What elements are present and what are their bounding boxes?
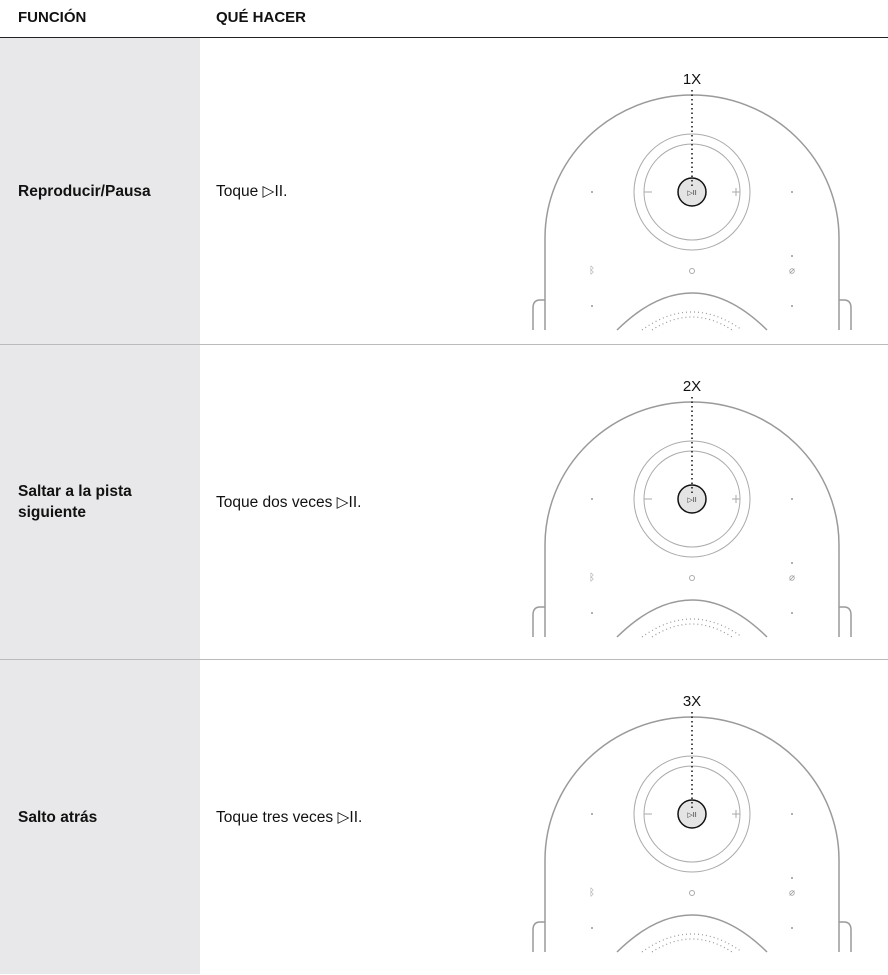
function-text: Reproducir/Pausa [18, 182, 151, 200]
dot [791, 191, 793, 193]
play-button [677, 799, 707, 829]
speaker-tab [839, 606, 852, 637]
dot [791, 813, 793, 815]
mic-icon: ⌀ [789, 266, 795, 277]
bluetooth-icon: ᛒ [589, 266, 595, 277]
grille-dots [641, 618, 743, 638]
dot [791, 612, 793, 614]
speaker-outline [544, 401, 840, 637]
dot [791, 562, 793, 564]
tap-count: 2X [683, 378, 701, 395]
speaker-tab [839, 299, 852, 330]
function-cell: Reproducir/Pausa [0, 38, 200, 344]
grille [616, 914, 768, 953]
ring [633, 440, 751, 558]
dot [591, 927, 593, 929]
dot [591, 191, 593, 193]
function-text: Salto atrás [18, 808, 98, 826]
play-button [677, 177, 707, 207]
action-text: Toque ▷II. [216, 182, 288, 200]
dot [591, 305, 593, 307]
dot [791, 927, 793, 929]
action-text: Toque dos veces ▷II. [216, 493, 362, 511]
speaker-tab [532, 299, 545, 330]
dot [791, 305, 793, 307]
speaker-tab [839, 921, 852, 952]
column-header: QUÉ HACER [216, 9, 307, 26]
speaker-illustration: 1X ▷II ᛒ ⌀ [532, 71, 852, 331]
function-cell: Saltar a la pista siguiente [0, 345, 200, 659]
dot [791, 877, 793, 879]
action-icon [689, 268, 695, 274]
action-text: Toque tres veces ▷II. [216, 808, 363, 826]
dot [591, 498, 593, 500]
speaker-illustration: 3X ▷II ᛒ ⌀ [532, 693, 852, 953]
dot [591, 813, 593, 815]
dot [791, 255, 793, 257]
table-row: Reproducir/Pausa Toque ▷II. 1X ▷II ᛒ ⌀ [0, 38, 888, 345]
play-glyph: ▷II [687, 190, 696, 197]
grille-dots [641, 933, 743, 953]
bluetooth-icon: ᛒ [589, 573, 595, 584]
speaker-illustration: 2X ▷II ᛒ ⌀ [532, 378, 852, 638]
play-glyph: ▷II [687, 812, 696, 819]
action-icon [689, 890, 695, 896]
ring [633, 133, 751, 251]
speaker-tab [532, 606, 545, 637]
action-icon [689, 575, 695, 581]
grille-dots [651, 316, 733, 331]
table-row: Saltar a la pista siguiente Toque dos ve… [0, 345, 888, 660]
grille-dots [641, 311, 743, 331]
grille-dots [651, 623, 733, 638]
tap-count: 3X [683, 693, 701, 710]
grille [616, 599, 768, 638]
tap-count: 1X [683, 71, 701, 88]
mic-icon: ⌀ [789, 888, 795, 899]
dot [591, 612, 593, 614]
bluetooth-icon: ᛒ [589, 888, 595, 899]
dot [791, 498, 793, 500]
speaker-tab [532, 921, 545, 952]
speaker-outline [544, 94, 840, 330]
table-header: FUNCIÓN QUÉ HACER [0, 0, 888, 38]
function-text: Saltar a la pista siguiente [18, 483, 132, 521]
column-header: FUNCIÓN [18, 9, 87, 26]
function-cell: Salto atrás [0, 660, 200, 974]
play-button [677, 484, 707, 514]
mic-icon: ⌀ [789, 573, 795, 584]
grille [616, 292, 768, 331]
grille-dots [651, 938, 733, 953]
ring [633, 755, 751, 873]
play-glyph: ▷II [687, 497, 696, 504]
table-row: Salto atrás Toque tres veces ▷II. 3X ▷II… [0, 660, 888, 974]
speaker-outline [544, 716, 840, 952]
